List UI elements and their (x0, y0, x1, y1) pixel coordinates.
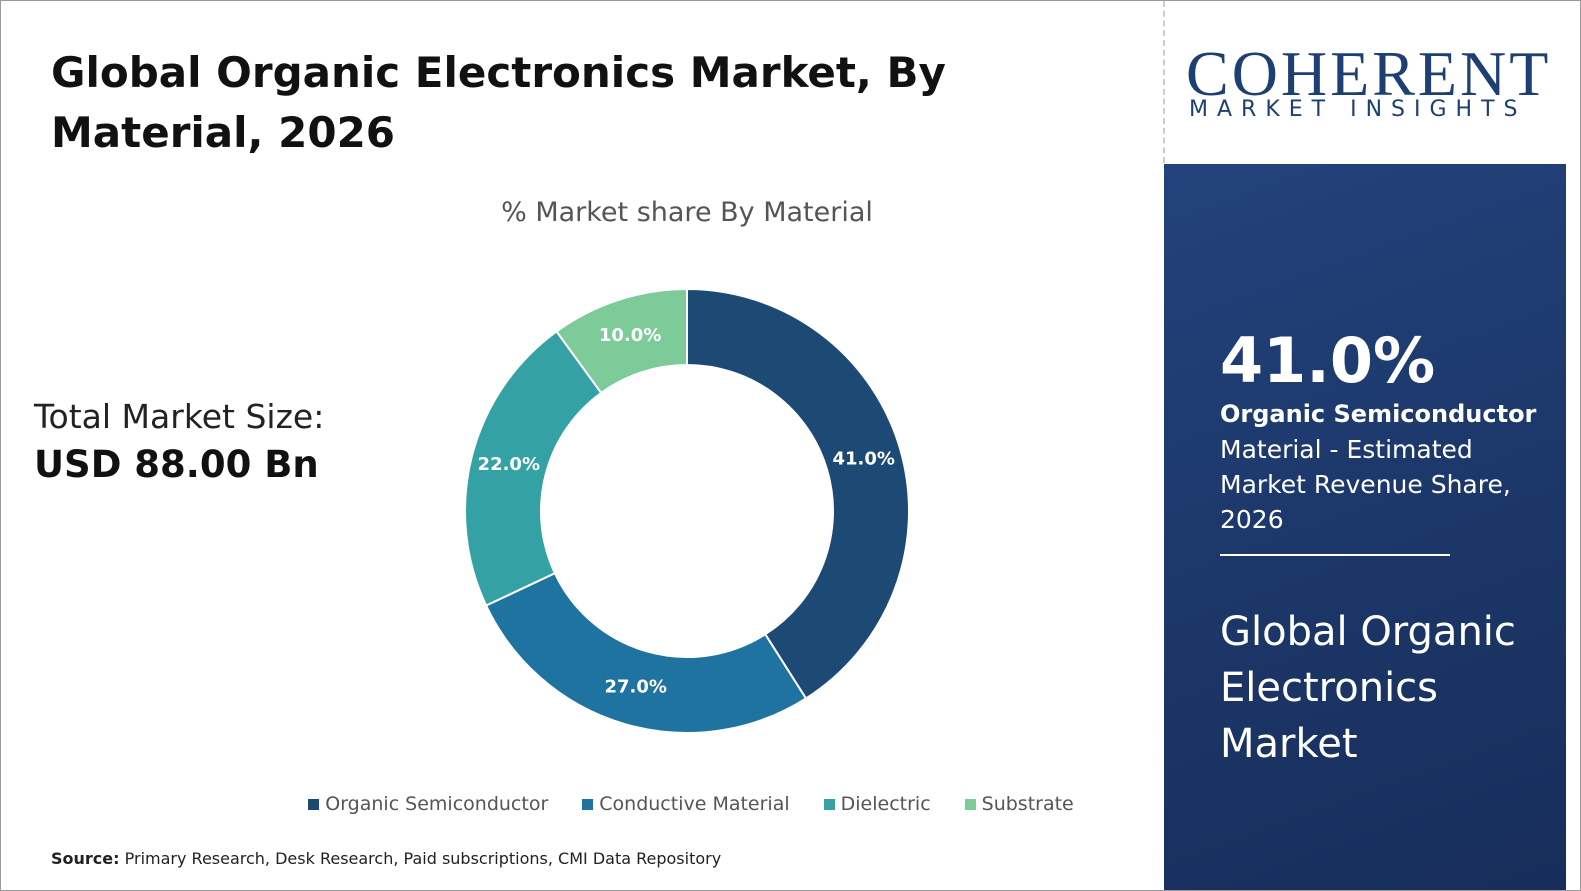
legend-label: Dielectric (840, 793, 931, 815)
legend-swatch (964, 798, 976, 810)
highlight-description: Material - Estimated Market Revenue Shar… (1220, 435, 1511, 534)
title: Global Organic Electronics Market, By Ma… (51, 48, 946, 157)
side-panel: 41.0% Organic Semiconductor Material - E… (1164, 164, 1566, 890)
data-label: 10.0% (599, 325, 661, 346)
logo-tagline: MARKET INSIGHTS (1189, 97, 1527, 122)
donut-slice (686, 287, 910, 700)
legend-item: Dielectric (823, 793, 931, 815)
data-label: 22.0% (478, 454, 540, 475)
rule (1220, 554, 1450, 556)
donut-chart: 41.0% 27.0% 22.0% 10.0% (464, 287, 910, 734)
legend-label: Conductive Material (599, 793, 790, 815)
legend-item: Organic Semiconductor (308, 793, 548, 815)
legend-label: Organic Semiconductor (325, 793, 549, 815)
market-name: Global Organic Electronics Market (1220, 609, 1516, 767)
legend-swatch (308, 798, 320, 810)
market-size-label: Total Market Size: (34, 397, 325, 436)
legend-item: Conductive Material (582, 793, 790, 815)
data-label: 27.0% (604, 677, 666, 698)
legend-label: Substrate (981, 793, 1074, 815)
chart-title: % Market share By Material (501, 197, 873, 228)
highlight-segment: Organic Semiconductor (1220, 400, 1537, 428)
source: Source: Primary Research, Desk Research,… (51, 849, 721, 868)
legend: Organic Semiconductor Conductive Material… (301, 793, 1081, 815)
source-label: Source: (51, 849, 120, 868)
donut-slice (484, 571, 808, 734)
source-text: Primary Research, Desk Research, Paid su… (124, 849, 722, 868)
logo-name: COHERENT (1186, 38, 1552, 109)
legend-swatch (823, 798, 835, 810)
divider (1163, 1, 1165, 163)
legend-item: Substrate (964, 793, 1074, 815)
highlight-value: 41.0% (1220, 324, 1436, 397)
legend-swatch (582, 798, 594, 810)
market-size-value: USD 88.00 Bn (34, 443, 319, 486)
data-label: 41.0% (832, 449, 894, 470)
donut-slice (555, 287, 688, 395)
